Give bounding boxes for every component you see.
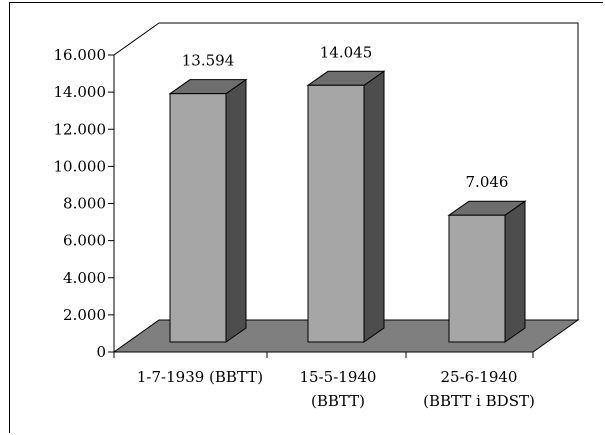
bar-side [225, 78, 247, 343]
x-category-label: 15-5-1940 [300, 368, 377, 386]
y-tick-label: 0 [96, 343, 106, 361]
bar [447, 200, 527, 343]
y-axis-line [113, 22, 160, 352]
bar-front [307, 84, 365, 343]
y-tick-label: 16.000 [54, 46, 107, 64]
x-category-label: 25-6-1940 [441, 368, 518, 386]
bar-value-label: 13.594 [182, 52, 235, 70]
y-tick-label: 2.000 [63, 306, 106, 324]
y-tick-label: 12.000 [54, 120, 107, 138]
bar-side [363, 70, 385, 343]
x-category-label: (BBTT) [311, 392, 365, 410]
bar-value-label: 14.045 [320, 43, 373, 61]
y-tick-label: 4.000 [63, 269, 106, 287]
y-tick-label: 14.000 [54, 83, 107, 101]
y-tick-label: 8.000 [63, 195, 106, 213]
bar-front [169, 93, 227, 343]
x-category-label: 1-7-1939 (BBTT) [137, 368, 263, 386]
y-tick-label: 10.000 [54, 157, 107, 175]
bar [168, 78, 248, 343]
bar-front [448, 214, 506, 343]
x-category-label: (BBTT i BDST) [423, 392, 535, 410]
y-tick-label: 6.000 [63, 232, 106, 250]
back-wall-border [159, 22, 579, 320]
bar [306, 70, 386, 343]
bar-side [504, 200, 526, 343]
bar-value-label: 7.046 [466, 173, 509, 191]
